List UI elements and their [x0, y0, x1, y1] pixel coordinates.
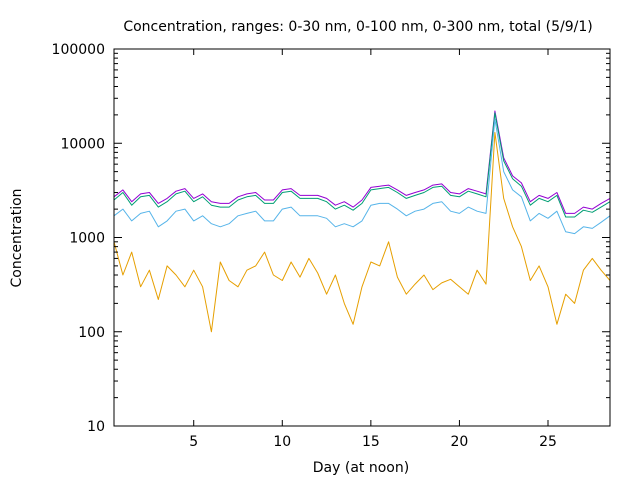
- y-axis-label: Concentration: [9, 188, 25, 287]
- y-axis: 10 100 1000 10000 100000: [52, 42, 610, 435]
- x-axis: 5 10 15 20 25: [189, 49, 557, 450]
- y-tick-label: 10000: [60, 136, 105, 152]
- series-layer: [113, 110, 611, 333]
- y-tick-label: 10: [87, 419, 105, 435]
- x-axis-label: Day (at noon): [313, 460, 409, 476]
- series-line-1: [113, 110, 611, 214]
- y-tick-label: 100: [78, 325, 105, 341]
- series-line-3: [113, 118, 611, 235]
- x-tick-label: 15: [362, 434, 380, 450]
- series-line-4: [113, 132, 611, 333]
- x-tick-label: 10: [273, 434, 291, 450]
- chart-title: Concentration, ranges: 0-30 nm, 0-100 nm…: [123, 19, 592, 35]
- x-tick-label: 5: [189, 434, 198, 450]
- x-tick-label: 20: [451, 434, 469, 450]
- y-tick-label: 1000: [69, 231, 105, 247]
- series-line-2: [113, 112, 611, 218]
- x-tick-label: 25: [539, 434, 557, 450]
- y-tick-label: 100000: [52, 42, 105, 58]
